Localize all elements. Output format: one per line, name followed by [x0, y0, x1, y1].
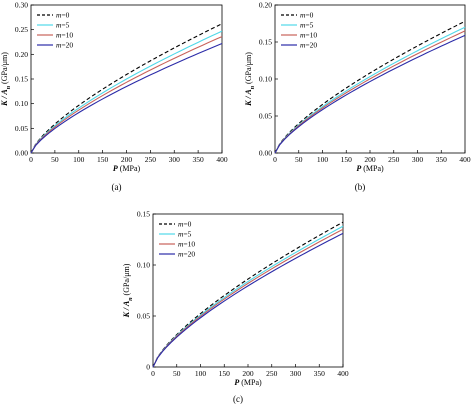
- y-tick-label: 0.15: [137, 210, 150, 219]
- x-axis-title: P (MPa): [356, 164, 384, 173]
- x-tick-label: 250: [266, 369, 278, 378]
- y-tick-label: 0.10: [137, 261, 150, 270]
- y-tick-label: 0: [146, 363, 150, 372]
- x-tick-label: 250: [388, 155, 400, 164]
- x-tick-label: 100: [73, 155, 85, 164]
- x-tick-label: 200: [242, 369, 254, 378]
- y-tick-label: 0.15: [15, 75, 28, 84]
- chart-panel-2: 0 50 100 150 200 250 300 350 400 0.00 0.05 0.10 0.15…: [244, 1, 471, 193]
- panel-caption: (a): [112, 182, 122, 192]
- legend-entry: m=10: [178, 240, 195, 249]
- series-line-m10: [30, 36, 223, 154]
- x-tick-label: 150: [219, 369, 231, 378]
- x-tick-label: 200: [121, 155, 133, 164]
- y-tick-label: 0.00: [259, 149, 272, 158]
- series-line-m5: [152, 225, 344, 368]
- y-tick-label: 0.05: [137, 312, 150, 321]
- x-tick-label: 400: [459, 155, 471, 164]
- y-tick-label: 0.20: [15, 50, 28, 59]
- y-tick-label: 0.20: [259, 1, 272, 10]
- x-tick-label: 50: [295, 155, 303, 164]
- legend-entry: m=20: [56, 41, 73, 50]
- y-tick-label: 0.30: [15, 1, 28, 10]
- x-tick-label: 50: [173, 369, 181, 378]
- y-tick-label: 0.25: [15, 25, 28, 34]
- legend-entry: m=10: [56, 31, 73, 40]
- legend-entry: m=5: [56, 21, 70, 30]
- x-tick-label: 350: [314, 369, 326, 378]
- x-axis-title: P (MPa): [113, 164, 141, 173]
- x-tick-label: 200: [364, 155, 376, 164]
- legend-entry: m=10: [300, 31, 317, 40]
- x-tick-label: 50: [51, 155, 59, 164]
- series-line-m20: [30, 42, 223, 154]
- chart-panel-1: 0 50 100 150 200 250 300 350 400 0.00 0.05 0.10 0.15…: [0, 1, 228, 193]
- series-line-m0: [152, 221, 344, 368]
- x-tick-label: 0: [273, 155, 277, 164]
- y-tick-label: 0.05: [259, 112, 272, 121]
- series-line-m10: [274, 30, 466, 154]
- legend-entry: m=0: [300, 11, 314, 20]
- x-tick-label: 150: [97, 155, 109, 164]
- y-tick-label: 0.10: [15, 99, 28, 108]
- y-axis-title: K / An (GPa/μm): [122, 263, 134, 318]
- y-axis-title: K / An (GPa/μm): [244, 52, 256, 107]
- x-tick-label: 0: [29, 155, 33, 164]
- x-tick-label: 100: [195, 369, 207, 378]
- panel-caption: (c): [233, 394, 243, 404]
- y-axis-title: K / An (GPa/μm): [0, 52, 12, 107]
- chart-panel-3: 0 50 100 150 200 250 300 350 400 0 0.05 0.10 0.15 P (…: [122, 210, 349, 405]
- panel-caption: (b): [355, 182, 366, 192]
- legend-entry: m=20: [300, 41, 317, 50]
- legend-entry: m=0: [56, 11, 70, 20]
- x-tick-label: 350: [436, 155, 448, 164]
- legend-entry: m=5: [178, 230, 192, 239]
- series-line-m20: [152, 232, 344, 368]
- legend-entry: m=20: [178, 250, 195, 259]
- x-tick-label: 350: [193, 155, 205, 164]
- series-line-m0: [274, 20, 466, 154]
- x-tick-label: 150: [341, 155, 353, 164]
- series-line-m5: [274, 26, 466, 154]
- x-tick-label: 300: [412, 155, 424, 164]
- x-tick-label: 100: [317, 155, 329, 164]
- y-tick-label: 0.05: [15, 124, 28, 133]
- x-tick-label: 300: [169, 155, 181, 164]
- x-tick-label: 400: [337, 369, 349, 378]
- x-tick-label: 300: [290, 369, 302, 378]
- y-tick-label: 0.15: [259, 38, 272, 47]
- x-tick-label: 400: [216, 155, 228, 164]
- series-line-m10: [152, 228, 344, 368]
- series-line-m20: [274, 34, 466, 154]
- y-tick-label: 0.10: [259, 75, 272, 84]
- series-line-m5: [30, 30, 223, 154]
- legend-entry: m=0: [178, 220, 192, 229]
- legend-entry: m=5: [300, 21, 314, 30]
- x-tick-label: 0: [151, 369, 155, 378]
- x-axis-title: P (MPa): [234, 378, 262, 387]
- y-tick-label: 0.00: [15, 149, 28, 158]
- x-tick-label: 250: [145, 155, 157, 164]
- series-line-m0: [30, 23, 223, 154]
